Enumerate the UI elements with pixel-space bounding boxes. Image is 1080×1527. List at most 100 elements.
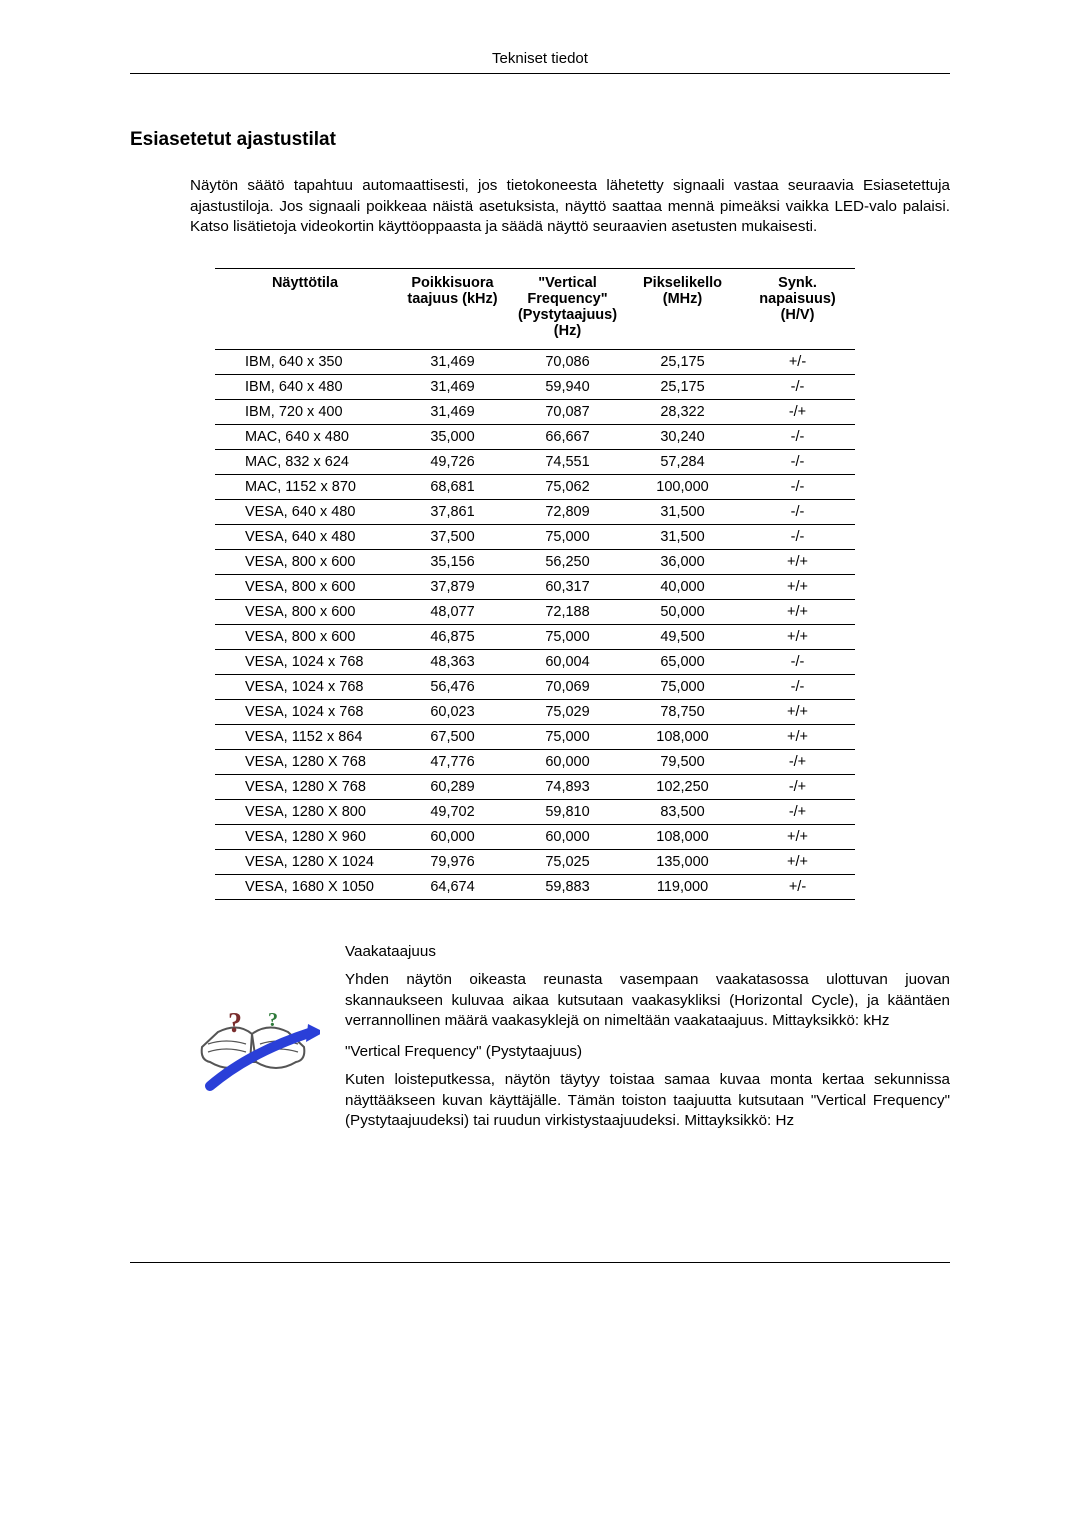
table-cell: 75,000 (510, 624, 625, 649)
table-cell: VESA, 1280 X 960 (215, 824, 395, 849)
table-row: MAC, 640 x 48035,00066,66730,240-/- (215, 424, 855, 449)
footer-rule (130, 1262, 950, 1263)
table-cell: VESA, 1024 x 768 (215, 674, 395, 699)
table-cell: 74,551 (510, 449, 625, 474)
table-cell: 135,000 (625, 849, 740, 874)
section-title: Esiasetetut ajastustilat (130, 129, 950, 151)
table-row: VESA, 640 x 48037,50075,00031,500-/- (215, 524, 855, 549)
table-cell: -/- (740, 474, 855, 499)
table-cell: -/- (740, 424, 855, 449)
table-cell: 75,000 (625, 674, 740, 699)
svg-text:?: ? (268, 1009, 278, 1031)
info-text-block: Vaakataajuus Yhden näytön oikeasta reuna… (345, 942, 950, 1142)
table-cell: IBM, 640 x 350 (215, 349, 395, 374)
table-row: VESA, 640 x 48037,86172,80931,500-/- (215, 499, 855, 524)
table-cell: 70,069 (510, 674, 625, 699)
table-cell: 49,726 (395, 449, 510, 474)
table-cell: 31,469 (395, 399, 510, 424)
table-cell: -/- (740, 524, 855, 549)
table-row: VESA, 1280 X 76860,28974,893102,250-/+ (215, 774, 855, 799)
table-cell: VESA, 1280 X 1024 (215, 849, 395, 874)
table-cell: 78,750 (625, 699, 740, 724)
table-cell: +/+ (740, 599, 855, 624)
table-cell: +/- (740, 349, 855, 374)
table-cell: 47,776 (395, 749, 510, 774)
table-cell: 25,175 (625, 374, 740, 399)
table-cell: 49,702 (395, 799, 510, 824)
table-row: MAC, 832 x 62449,72674,55157,284-/- (215, 449, 855, 474)
table-cell: 119,000 (625, 874, 740, 899)
v-freq-text: Kuten loisteputkessa, näytön täytyy tois… (345, 1070, 950, 1132)
timing-table: NäyttötilaPoikkisuora taajuus (kHz)"Vert… (215, 268, 855, 900)
table-cell: 60,000 (510, 824, 625, 849)
table-cell: 35,000 (395, 424, 510, 449)
table-cell: MAC, 640 x 480 (215, 424, 395, 449)
table-cell: 60,317 (510, 574, 625, 599)
table-cell: 37,500 (395, 524, 510, 549)
table-cell: VESA, 1280 X 800 (215, 799, 395, 824)
table-cell: 102,250 (625, 774, 740, 799)
table-cell: VESA, 1280 X 768 (215, 749, 395, 774)
info-block: ? ? Vaakataajuus Yhden näytön oikeasta r… (190, 942, 950, 1142)
table-cell: VESA, 800 x 600 (215, 574, 395, 599)
table-header-row: NäyttötilaPoikkisuora taajuus (kHz)"Vert… (215, 268, 855, 349)
table-cell: +/+ (740, 849, 855, 874)
table-cell: IBM, 720 x 400 (215, 399, 395, 424)
table-cell: +/+ (740, 574, 855, 599)
table-cell: 31,469 (395, 349, 510, 374)
table-cell: -/- (740, 649, 855, 674)
table-cell: +/- (740, 874, 855, 899)
table-cell: VESA, 1680 X 1050 (215, 874, 395, 899)
table-cell: 70,087 (510, 399, 625, 424)
table-row: MAC, 1152 x 87068,68175,062100,000-/- (215, 474, 855, 499)
table-cell: 67,500 (395, 724, 510, 749)
h-freq-title: Vaakataajuus (345, 942, 950, 963)
table-cell: 28,322 (625, 399, 740, 424)
notebook-question-icon: ? ? (190, 942, 345, 1097)
table-cell: MAC, 1152 x 870 (215, 474, 395, 499)
table-row: VESA, 800 x 60035,15656,25036,000+/+ (215, 549, 855, 574)
table-cell: -/- (740, 449, 855, 474)
table-cell: 75,000 (510, 724, 625, 749)
table-row: VESA, 1152 x 86467,50075,000108,000+/+ (215, 724, 855, 749)
table-cell: 100,000 (625, 474, 740, 499)
table-cell: 59,940 (510, 374, 625, 399)
table-cell: 40,000 (625, 574, 740, 599)
table-cell: 60,289 (395, 774, 510, 799)
table-row: VESA, 1280 X 96060,00060,000108,000+/+ (215, 824, 855, 849)
table-cell: -/+ (740, 774, 855, 799)
table-cell: VESA, 640 x 480 (215, 524, 395, 549)
table-cell: 48,363 (395, 649, 510, 674)
table-cell: 83,500 (625, 799, 740, 824)
table-cell: 60,004 (510, 649, 625, 674)
table-cell: 66,667 (510, 424, 625, 449)
table-cell: 46,875 (395, 624, 510, 649)
table-cell: 68,681 (395, 474, 510, 499)
table-cell: VESA, 640 x 480 (215, 499, 395, 524)
table-cell: 72,809 (510, 499, 625, 524)
table-cell: 56,476 (395, 674, 510, 699)
table-cell: 49,500 (625, 624, 740, 649)
table-cell: VESA, 1024 x 768 (215, 699, 395, 724)
table-cell: VESA, 1024 x 768 (215, 649, 395, 674)
table-cell: 70,086 (510, 349, 625, 374)
table-cell: -/+ (740, 749, 855, 774)
table-cell: +/+ (740, 624, 855, 649)
table-cell: IBM, 640 x 480 (215, 374, 395, 399)
table-row: VESA, 1024 x 76860,02375,02978,750+/+ (215, 699, 855, 724)
table-cell: 25,175 (625, 349, 740, 374)
table-cell: 48,077 (395, 599, 510, 624)
page-header: Tekniset tiedot (130, 50, 950, 74)
table-cell: 79,500 (625, 749, 740, 774)
table-cell: -/- (740, 674, 855, 699)
svg-text:?: ? (228, 1008, 242, 1039)
table-cell: -/- (740, 374, 855, 399)
table-row: VESA, 1680 X 105064,67459,883119,000+/- (215, 874, 855, 899)
table-cell: 108,000 (625, 724, 740, 749)
table-cell: 56,250 (510, 549, 625, 574)
table-cell: 108,000 (625, 824, 740, 849)
table-cell: 35,156 (395, 549, 510, 574)
table-cell: VESA, 800 x 600 (215, 549, 395, 574)
table-cell: 59,810 (510, 799, 625, 824)
document-page: Tekniset tiedot Esiasetetut ajastustilat… (0, 0, 1080, 1202)
